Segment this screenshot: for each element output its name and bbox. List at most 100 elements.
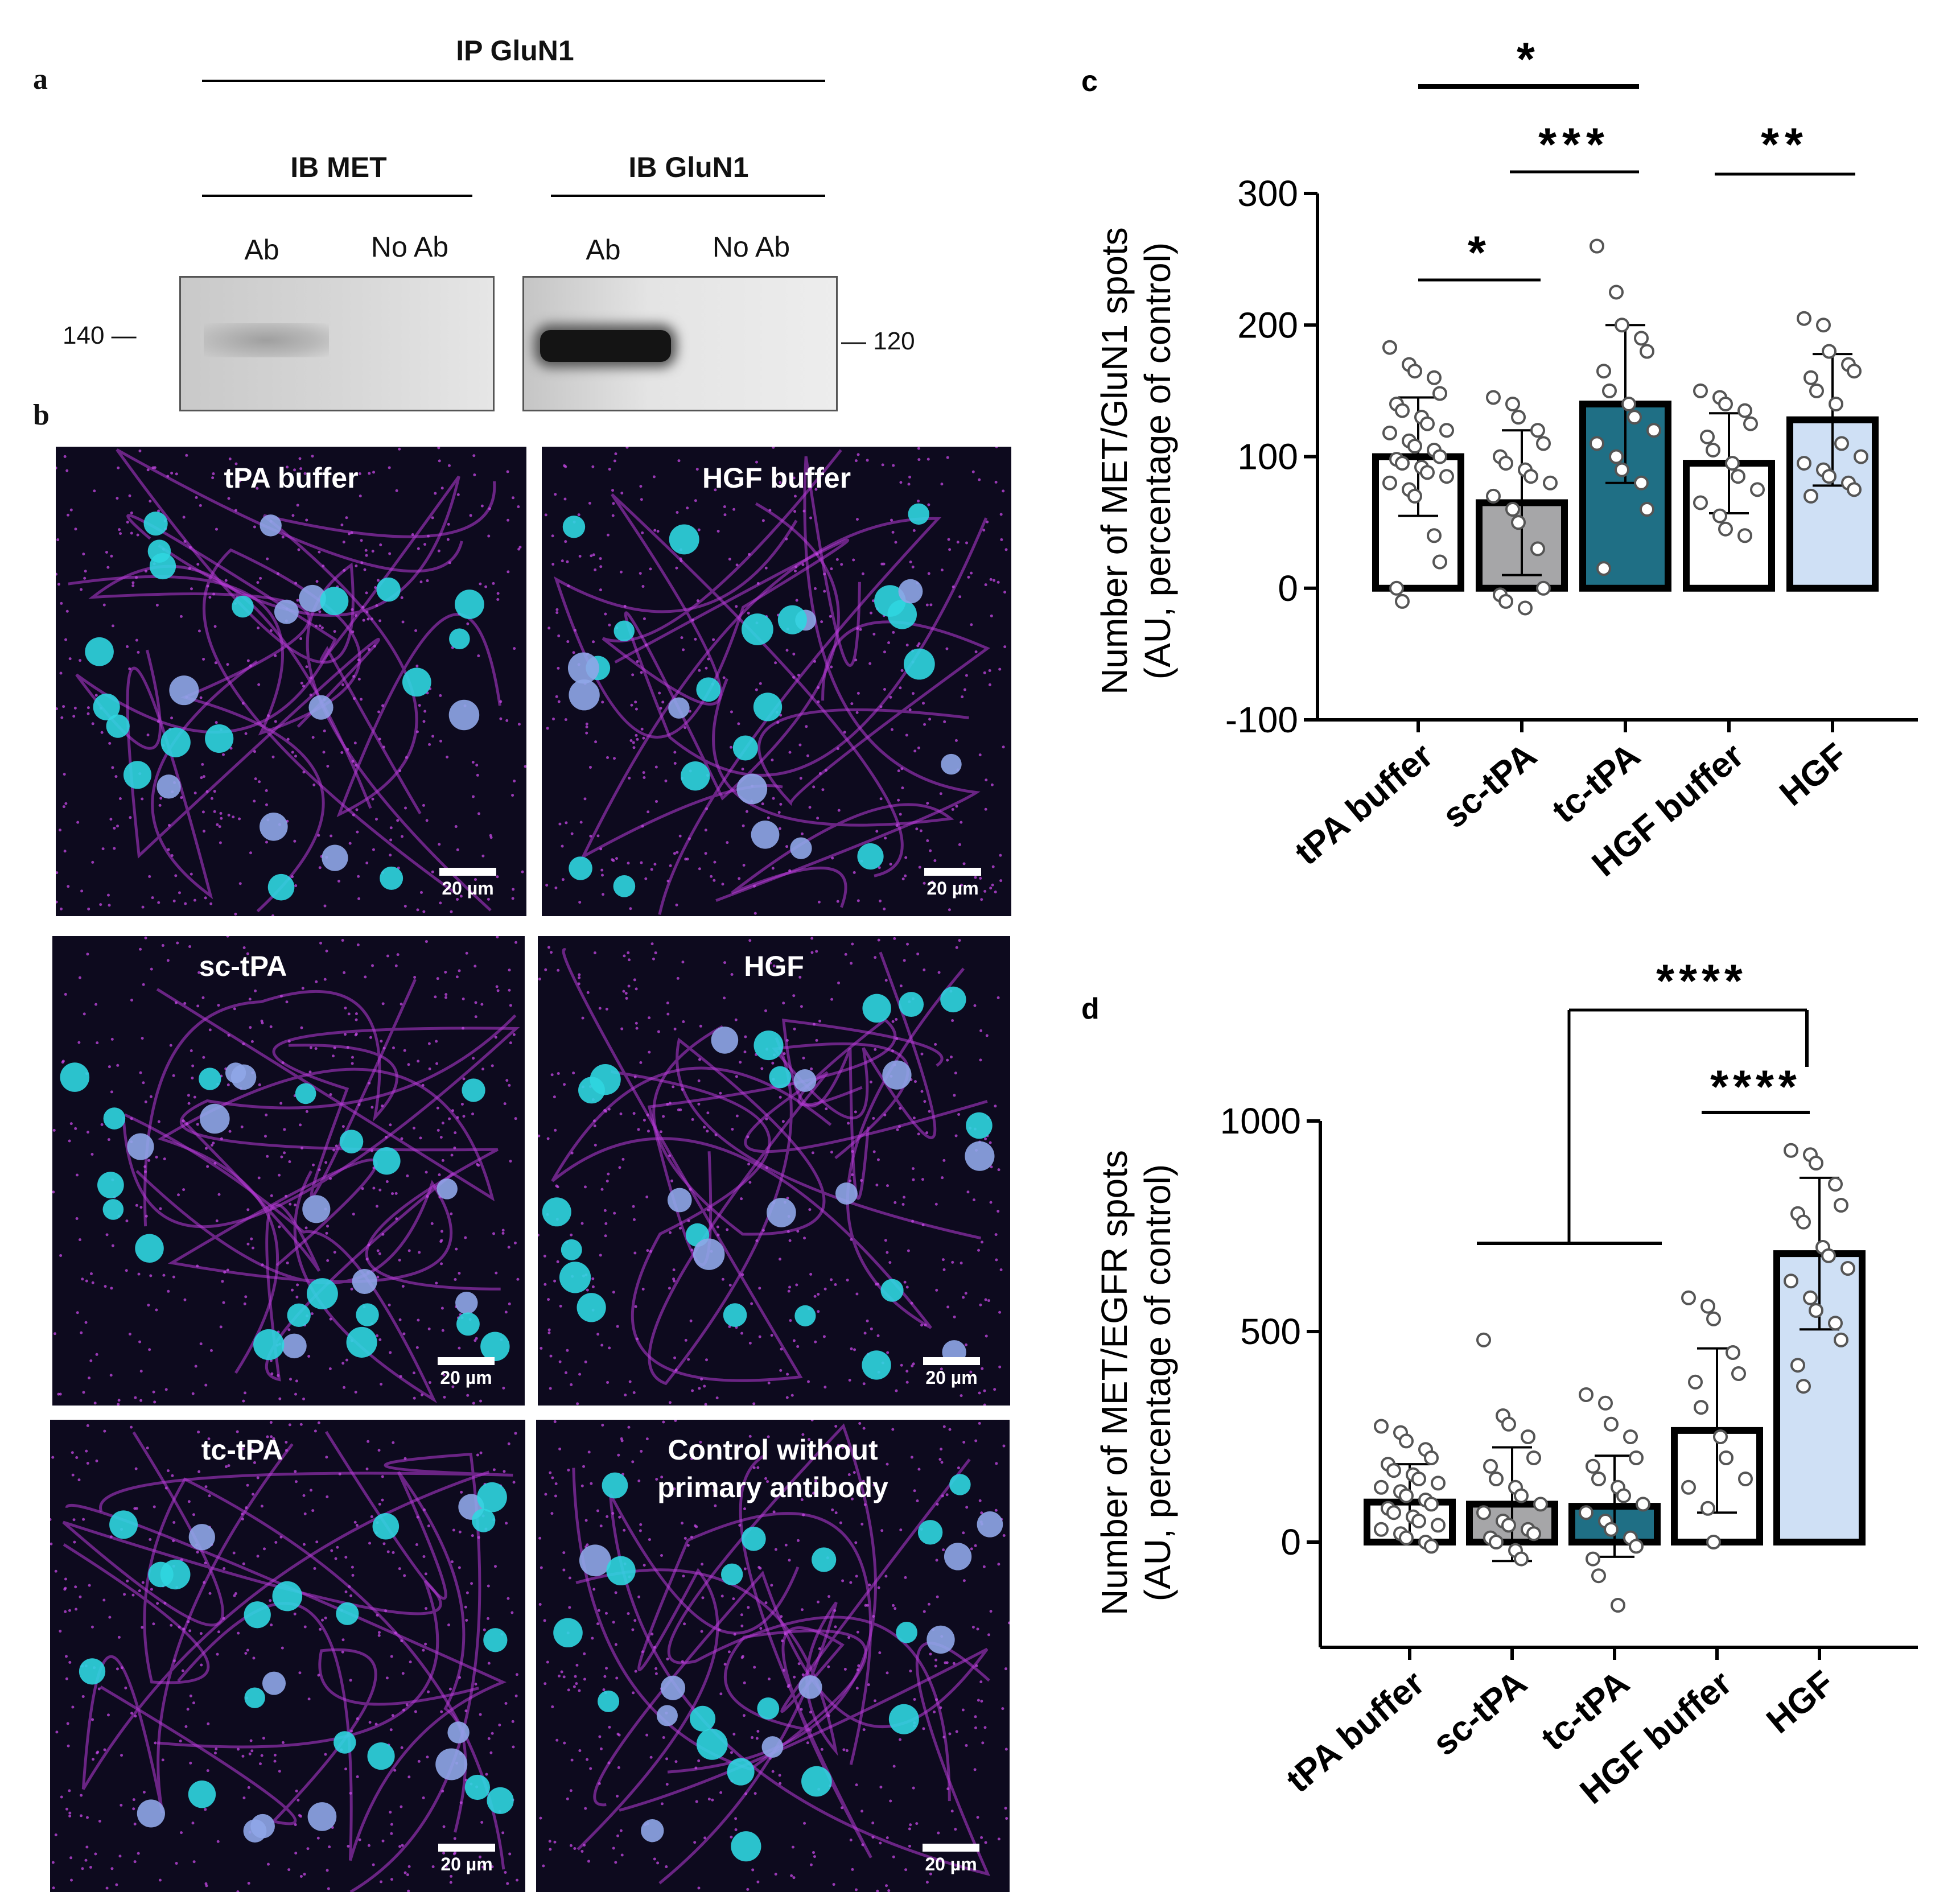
data-point bbox=[1489, 1535, 1504, 1549]
scale-bar: 20 µm bbox=[920, 1357, 983, 1388]
significance-label: * bbox=[1517, 34, 1541, 85]
data-point bbox=[1847, 482, 1862, 497]
data-point bbox=[1439, 469, 1454, 484]
data-point bbox=[1615, 318, 1629, 333]
data-point bbox=[1797, 311, 1811, 326]
data-point bbox=[1431, 1518, 1446, 1533]
y-tick-label: 100 bbox=[1237, 436, 1298, 477]
band-met bbox=[204, 323, 329, 357]
data-point bbox=[1609, 449, 1624, 464]
data-point bbox=[1386, 1505, 1401, 1520]
ib-glun1-rule bbox=[551, 195, 825, 197]
data-point bbox=[1530, 423, 1545, 438]
significance-label: * bbox=[1468, 227, 1492, 279]
data-point bbox=[1694, 1400, 1708, 1415]
y-axis-label-2: (AU, percentage of control) bbox=[1137, 1164, 1178, 1601]
data-point bbox=[1693, 383, 1708, 398]
panel-letter-b: b bbox=[33, 399, 50, 431]
y-tick-label: 0 bbox=[1280, 1522, 1301, 1563]
significance-label: **** bbox=[1656, 962, 1747, 1007]
data-point bbox=[1505, 397, 1520, 411]
data-point bbox=[1700, 1501, 1715, 1516]
micrograph-tc-tpa: tc-tPA 20 µm bbox=[50, 1420, 525, 1892]
data-point bbox=[1634, 331, 1649, 346]
data-point bbox=[1737, 528, 1752, 543]
data-point bbox=[1526, 1526, 1541, 1542]
data-point bbox=[1604, 1416, 1619, 1432]
y-axis-label: Number of MET/GluN1 spots bbox=[1094, 227, 1135, 695]
micrograph-image bbox=[50, 1421, 519, 1892]
data-point bbox=[1505, 502, 1520, 517]
data-point bbox=[1706, 1311, 1721, 1326]
data-point bbox=[1486, 390, 1501, 405]
data-point bbox=[1536, 580, 1551, 596]
data-point bbox=[1432, 386, 1447, 401]
x-tick-label: sc-tPA bbox=[1435, 736, 1544, 836]
data-point bbox=[1501, 1518, 1516, 1533]
data-point bbox=[1743, 416, 1758, 431]
data-point bbox=[1533, 1497, 1548, 1512]
data-point bbox=[1803, 488, 1818, 504]
data-point bbox=[1395, 594, 1410, 609]
data-point bbox=[1796, 1379, 1811, 1394]
lane-label-met-noab: No Ab bbox=[370, 231, 449, 263]
data-point bbox=[1627, 410, 1642, 425]
data-point bbox=[1596, 364, 1611, 379]
data-point bbox=[1511, 515, 1526, 530]
data-point bbox=[1609, 285, 1624, 300]
data-point bbox=[1411, 1472, 1426, 1486]
data-point bbox=[1629, 1539, 1644, 1554]
data-point bbox=[1395, 456, 1410, 471]
data-point bbox=[1700, 429, 1715, 444]
y-tick-label: 0 bbox=[1278, 568, 1298, 609]
mw-marker-120: — 120 bbox=[841, 327, 915, 355]
scale-bar: 20 µm bbox=[921, 868, 984, 899]
micrograph-image bbox=[538, 937, 1003, 1406]
data-point bbox=[1719, 1450, 1733, 1465]
data-point bbox=[1399, 1488, 1414, 1503]
data-point bbox=[1615, 462, 1629, 477]
data-point bbox=[1389, 580, 1404, 596]
data-point bbox=[1598, 1395, 1613, 1411]
data-point bbox=[1822, 469, 1837, 484]
data-point bbox=[1596, 561, 1611, 576]
data-point bbox=[1854, 449, 1868, 464]
data-point bbox=[1399, 1530, 1414, 1545]
data-point bbox=[1828, 1177, 1843, 1192]
panel-letter-d: d bbox=[1081, 992, 1100, 1025]
data-point bbox=[1829, 397, 1843, 411]
blot-ib-glun1 bbox=[522, 276, 838, 411]
data-point bbox=[1590, 238, 1604, 254]
data-point bbox=[1816, 318, 1831, 333]
data-point bbox=[1431, 1476, 1446, 1491]
data-point bbox=[1586, 1458, 1600, 1474]
micrograph-label: tPA buffer bbox=[224, 462, 359, 494]
blot-ib-met bbox=[179, 276, 495, 411]
data-point bbox=[1407, 439, 1422, 454]
data-point bbox=[1424, 1450, 1439, 1465]
ip-rule bbox=[202, 80, 825, 82]
data-point bbox=[1543, 475, 1558, 491]
data-point bbox=[1718, 397, 1733, 411]
ib-met-rule bbox=[202, 195, 472, 197]
micrograph-image bbox=[538, 1420, 1010, 1892]
data-point bbox=[1518, 600, 1533, 616]
data-point bbox=[1797, 456, 1811, 471]
data-point bbox=[1427, 528, 1442, 543]
data-point bbox=[1726, 1345, 1740, 1360]
data-point bbox=[1611, 1598, 1625, 1613]
ib-glun1-label: IB GluN1 bbox=[628, 151, 749, 183]
data-point bbox=[1646, 423, 1661, 438]
data-point bbox=[1621, 397, 1636, 411]
x-tick-label: HGF bbox=[1772, 736, 1855, 814]
data-point bbox=[1526, 1450, 1541, 1465]
panel-letter-a: a bbox=[33, 63, 48, 96]
data-point bbox=[1486, 488, 1501, 504]
data-point bbox=[1407, 488, 1422, 504]
scale-bar: 20 µm bbox=[435, 1357, 497, 1388]
data-point bbox=[1834, 436, 1849, 451]
data-point bbox=[1629, 1450, 1644, 1465]
data-point bbox=[1834, 1198, 1848, 1213]
micrograph-label: sc-tPA bbox=[199, 950, 287, 982]
y-tick-label: 200 bbox=[1237, 304, 1298, 345]
